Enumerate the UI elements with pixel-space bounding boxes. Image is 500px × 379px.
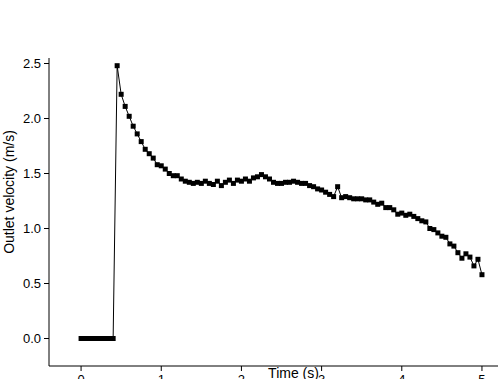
marker <box>455 250 460 255</box>
marker <box>475 257 480 262</box>
x-tick-label: 2 <box>238 372 245 379</box>
y-tick-label: 0.5 <box>23 276 41 291</box>
marker <box>479 272 484 277</box>
marker <box>151 156 156 161</box>
marker <box>143 147 148 152</box>
x-tick <box>481 366 482 371</box>
x-tick-label: 5 <box>478 372 485 379</box>
marker <box>111 336 116 341</box>
y-tick <box>44 173 49 174</box>
x-tick <box>401 366 402 371</box>
marker <box>127 114 132 119</box>
marker <box>391 207 396 212</box>
marker <box>423 219 428 224</box>
marker <box>123 104 128 109</box>
marker <box>139 139 144 144</box>
y-axis <box>49 58 50 366</box>
marker <box>115 63 120 68</box>
y-tick <box>44 63 49 64</box>
y-tick-label: 2.5 <box>23 56 41 71</box>
y-tick-label: 1.5 <box>23 166 41 181</box>
y-axis-label: Outlet velocity (m/s) <box>1 130 17 254</box>
marker <box>451 244 456 249</box>
chart: 0 1 2 3 4 5 0.0 0.5 1.0 1.5 2.0 2.5 Time (s) Outlet v… <box>0 0 500 379</box>
y-tick-label: 1.0 <box>23 221 41 236</box>
marker <box>471 263 476 268</box>
marker <box>335 184 340 189</box>
marker <box>135 131 140 136</box>
plot-area <box>79 63 485 341</box>
marker <box>119 92 124 97</box>
x-tick-label: 3 <box>318 372 325 379</box>
marker <box>131 124 136 129</box>
y-tick <box>44 338 49 339</box>
marker <box>163 167 168 172</box>
marker <box>443 235 448 240</box>
x-axis-label: Time (s) <box>268 365 319 379</box>
marker <box>331 194 336 199</box>
y-tick <box>44 118 49 119</box>
y-tick <box>44 228 49 229</box>
x-tick <box>81 366 82 371</box>
marker <box>467 255 472 260</box>
marker <box>147 151 152 156</box>
marker <box>215 179 220 184</box>
marker <box>459 256 464 261</box>
y-tick-label: 2.0 <box>23 111 41 126</box>
marker <box>379 201 384 206</box>
x-tick <box>161 366 162 371</box>
y-tick-label: 0.0 <box>23 331 41 346</box>
x-tick <box>241 366 242 371</box>
x-tick-label: 0 <box>77 372 84 379</box>
x-tick-label: 1 <box>158 372 165 379</box>
x-tick-label: 4 <box>398 372 405 379</box>
y-tick <box>44 283 49 284</box>
series-line <box>81 66 482 339</box>
x-tick <box>321 366 322 371</box>
